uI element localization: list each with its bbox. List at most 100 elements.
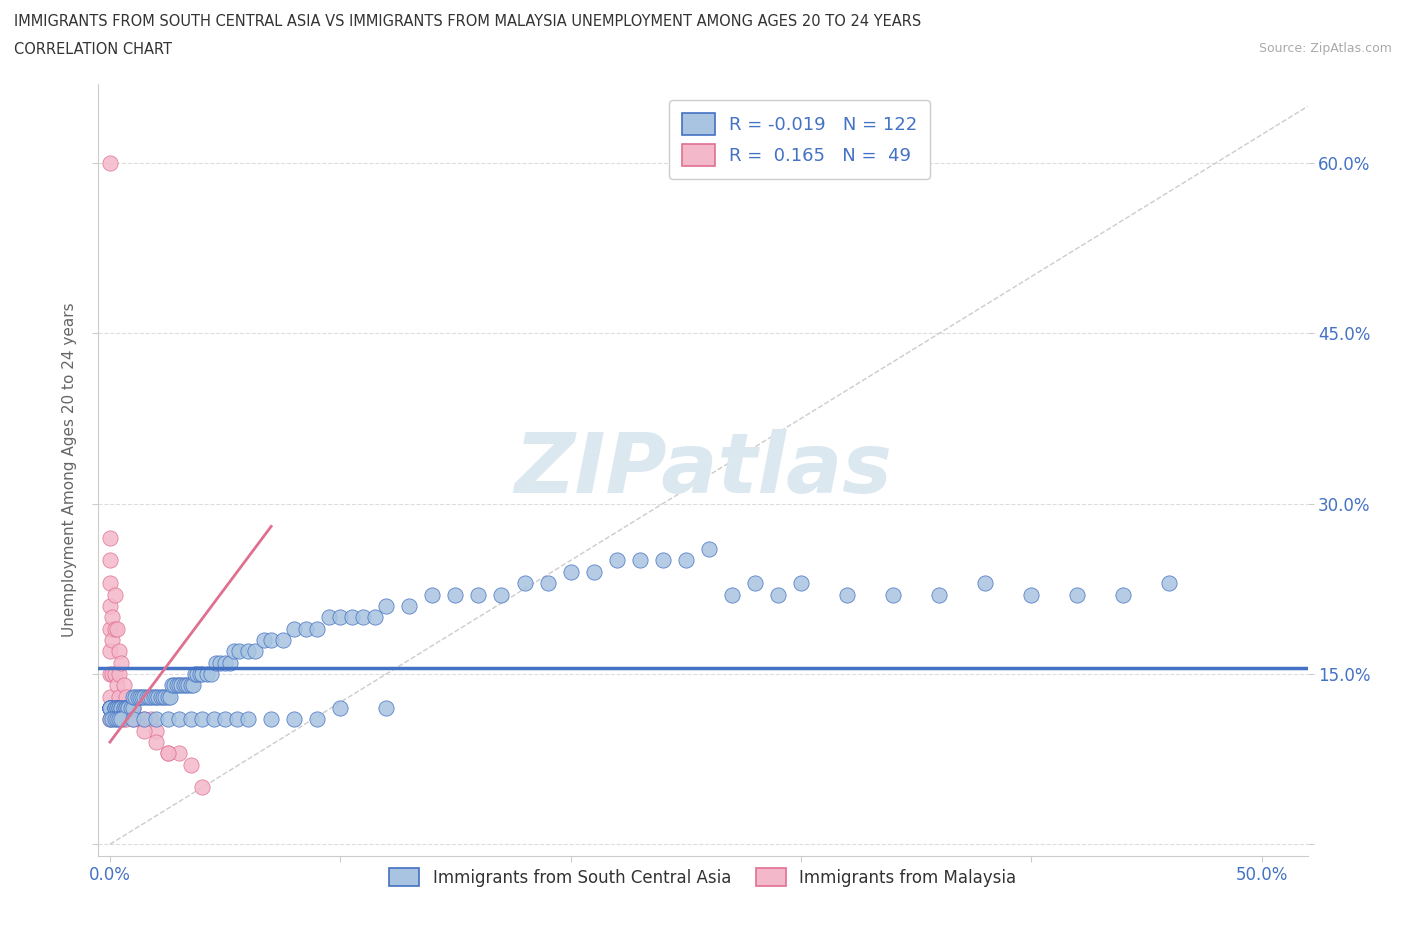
Point (225, 712, 247, 727)
Point (112, 712, 135, 727)
Point (122, 700, 145, 715)
Text: IMMIGRANTS FROM SOUTH CENTRAL ASIA VS IMMIGRANTS FROM MALAYSIA UNEMPLOYMENT AMON: IMMIGRANTS FROM SOUTH CENTRAL ASIA VS IM… (14, 14, 921, 29)
Point (105, 700, 128, 715)
Point (184, 667, 207, 682)
Point (105, 621, 128, 636)
Point (138, 689, 160, 704)
Point (163, 678, 186, 693)
Point (191, 712, 214, 727)
Point (536, 576, 558, 591)
Point (166, 678, 188, 693)
Point (127, 712, 149, 727)
Point (98, 700, 121, 715)
Point (98, 712, 121, 727)
Point (98, 700, 121, 715)
Point (108, 700, 131, 715)
Point (180, 712, 202, 727)
Point (108, 700, 131, 715)
Point (124, 689, 146, 704)
Point (167, 746, 190, 761)
Legend: Immigrants from South Central Asia, Immigrants from Malaysia: Immigrants from South Central Asia, Immi… (382, 861, 1024, 894)
Point (243, 644, 266, 658)
Point (1019, 587, 1042, 602)
Point (253, 632, 276, 647)
Point (398, 598, 420, 613)
Point (177, 678, 200, 693)
Point (115, 689, 138, 704)
Point (307, 712, 329, 727)
Point (329, 700, 352, 715)
Point (145, 735, 167, 750)
Point (122, 689, 145, 704)
Point (98, 155, 121, 170)
Point (352, 610, 374, 625)
Point (202, 712, 225, 727)
Point (98, 700, 121, 715)
Point (744, 576, 766, 591)
Point (152, 689, 174, 704)
Point (128, 689, 150, 704)
Point (101, 700, 124, 715)
Point (149, 689, 172, 704)
Point (98, 700, 121, 715)
Point (628, 553, 651, 568)
Point (444, 587, 467, 602)
Text: Source: ZipAtlas.com: Source: ZipAtlas.com (1258, 42, 1392, 55)
Point (283, 712, 305, 727)
Point (1159, 576, 1181, 591)
Point (127, 689, 149, 704)
Point (260, 712, 283, 727)
Point (375, 598, 398, 613)
Point (103, 587, 125, 602)
Point (651, 553, 673, 568)
Text: ZIPatlas: ZIPatlas (515, 429, 891, 511)
Point (145, 712, 167, 727)
Point (141, 689, 163, 704)
Point (110, 712, 132, 727)
Point (200, 667, 222, 682)
Point (117, 700, 139, 715)
Point (115, 712, 138, 727)
Point (283, 621, 305, 636)
Point (974, 576, 997, 591)
Point (228, 644, 250, 658)
Point (110, 700, 132, 715)
Point (105, 712, 128, 727)
Point (115, 700, 138, 715)
Point (120, 700, 142, 715)
Point (835, 587, 858, 602)
Point (141, 712, 163, 727)
Point (108, 644, 131, 658)
Point (236, 644, 259, 658)
Point (209, 655, 232, 670)
Point (103, 621, 125, 636)
Point (122, 712, 145, 727)
Point (98, 689, 121, 704)
Point (675, 553, 697, 568)
Point (98, 700, 121, 715)
Point (98, 644, 121, 658)
Point (112, 700, 135, 715)
Point (606, 553, 628, 568)
Point (882, 587, 904, 602)
Point (422, 587, 444, 602)
Point (160, 678, 183, 693)
Point (98, 598, 121, 613)
Point (101, 667, 124, 682)
Point (145, 724, 167, 738)
Point (105, 700, 128, 715)
Point (156, 712, 179, 727)
Point (186, 667, 208, 682)
Point (122, 712, 145, 727)
Point (155, 689, 177, 704)
Point (103, 700, 125, 715)
Point (108, 667, 131, 682)
Point (145, 689, 167, 704)
Point (191, 667, 214, 682)
Point (148, 689, 170, 704)
Point (195, 667, 218, 682)
Point (214, 712, 236, 727)
Point (491, 587, 513, 602)
Point (105, 678, 128, 693)
Point (103, 700, 125, 715)
